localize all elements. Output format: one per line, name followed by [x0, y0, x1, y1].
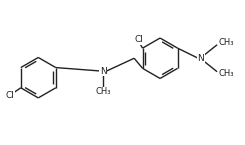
Text: N: N — [100, 67, 106, 76]
Text: N: N — [197, 54, 204, 63]
Text: CH₃: CH₃ — [218, 69, 234, 78]
Text: CH₃: CH₃ — [95, 87, 111, 96]
Text: Cl: Cl — [134, 35, 143, 44]
Text: Cl: Cl — [5, 90, 14, 100]
Text: CH₃: CH₃ — [218, 38, 234, 47]
